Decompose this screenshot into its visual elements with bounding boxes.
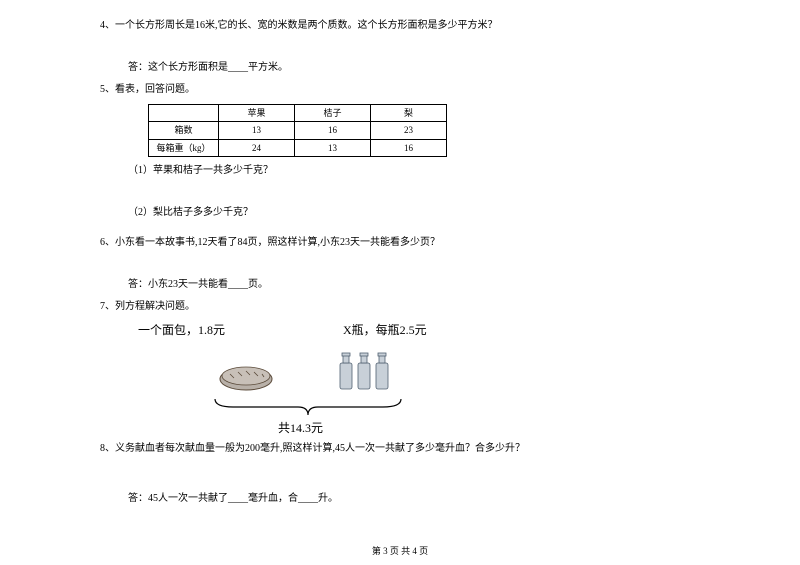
page-footer: 第 3 页 共 4 页 (0, 544, 800, 557)
table-row: 苹果 桔子 梨 (149, 105, 447, 122)
q7-text: 7、列方程解决问题。 (100, 301, 195, 312)
brace-icon (213, 397, 403, 417)
page-content: 4、一个长方形周长是16米,它的长、宽的米数是两个质数。这个长方形面积是多少平方… (0, 0, 800, 507)
q4-answer-line: 答：这个长方形面积是____平方米。 (100, 60, 700, 76)
q8-answer: 答：45人一次一共献了____毫升血，合____升。 (128, 493, 338, 504)
q4-text: 4、一个长方形周长是16米,它的长、宽的米数是两个质数。这个长方形面积是多少平方… (100, 20, 498, 31)
q6-text: 6、小东看一本故事书,12天看了84页，照这样计算,小东23天一共能看多少页？ (100, 237, 440, 248)
q5-sub2-text: （2）梨比桔子多多少千克？ (128, 207, 253, 218)
question-5: 5、看表，回答问题。 (100, 82, 700, 98)
q8-text: 8、义务献血者每次献血量一般为200毫升,照这样计算,45人一次一共献了多少毫升… (100, 443, 525, 454)
table-cell: 每箱重（kg） (149, 139, 219, 156)
table-cell: 桔子 (295, 105, 371, 122)
q6-answer: 答：小东23天一共能看____页。 (128, 279, 268, 290)
total-label: 共14.3元 (278, 419, 323, 438)
table-cell: 24 (219, 139, 295, 156)
q4-answer: 答：这个长方形面积是____平方米。 (128, 62, 288, 73)
table-cell: 梨 (371, 105, 447, 122)
q5-sub1: （1）苹果和桔子一共多少千克？ (100, 163, 700, 179)
bread-label: 一个面包，1.8元 (138, 321, 225, 340)
question-4: 4、一个长方形周长是16米,它的长、宽的米数是两个质数。这个长方形面积是多少平方… (100, 18, 700, 34)
table-cell: 16 (371, 139, 447, 156)
table-row: 每箱重（kg） 24 13 16 (149, 139, 447, 156)
q5-sub2: （2）梨比桔子多多少千克？ (100, 205, 700, 221)
q6-answer-line: 答：小东23天一共能看____页。 (100, 277, 700, 293)
table-cell: 16 (295, 122, 371, 139)
table-row: 箱数 13 16 23 (149, 122, 447, 139)
q5-table: 苹果 桔子 梨 箱数 13 16 23 每箱重（kg） 24 13 16 (148, 104, 447, 157)
question-6: 6、小东看一本故事书,12天看了84页，照这样计算,小东23天一共能看多少页？ (100, 235, 700, 251)
bottle-label: X瓶，每瓶2.5元 (343, 321, 427, 340)
q7-diagram: 一个面包，1.8元 X瓶，每瓶2.5元 共14.3元 (128, 321, 700, 441)
table-cell: 13 (295, 139, 371, 156)
table-cell (149, 105, 219, 122)
table-cell: 23 (371, 122, 447, 139)
q5-text: 5、看表，回答问题。 (100, 84, 195, 95)
footer-text: 第 3 页 共 4 页 (372, 546, 428, 556)
bottles-icon (338, 351, 392, 391)
question-8: 8、义务献血者每次献血量一般为200毫升,照这样计算,45人一次一共献了多少毫升… (100, 441, 700, 457)
table-cell: 箱数 (149, 122, 219, 139)
table-cell: 13 (219, 122, 295, 139)
question-7: 7、列方程解决问题。 (100, 299, 700, 315)
q8-answer-line: 答：45人一次一共献了____毫升血，合____升。 (100, 491, 700, 507)
bread-icon (218, 361, 274, 391)
table-cell: 苹果 (219, 105, 295, 122)
q5-sub1-text: （1）苹果和桔子一共多少千克？ (128, 165, 273, 176)
